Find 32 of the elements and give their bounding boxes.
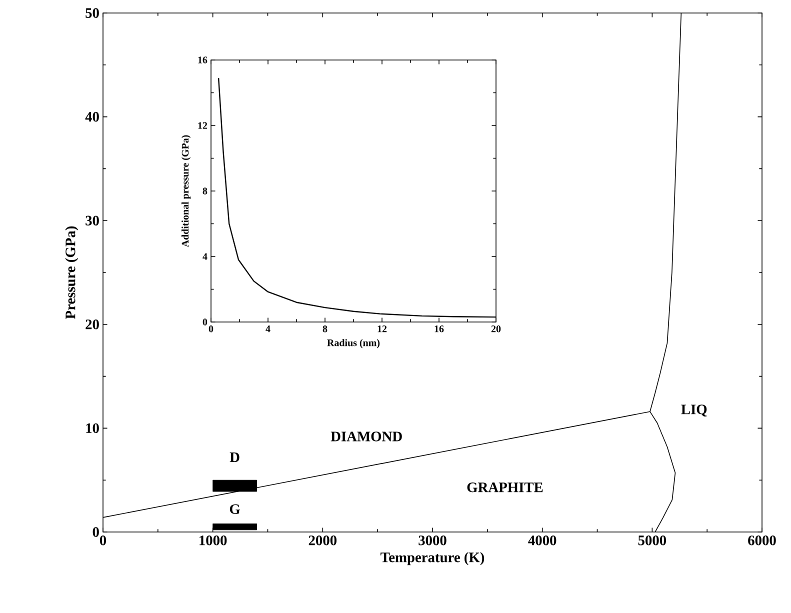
x-axis-title: Radius (nm)	[327, 339, 380, 348]
x-tick-label: 16	[434, 326, 444, 332]
x-tick-label: 0	[100, 536, 106, 546]
annotation: LIQ	[681, 404, 707, 416]
y-tick-label: 50	[86, 8, 99, 18]
x-tick-label: 1000	[200, 536, 227, 546]
annotation: GRAPHITE	[467, 482, 543, 492]
x-tick-label: 20	[491, 326, 501, 332]
x-tick-label: 0	[208, 326, 214, 332]
x-tick-label: 6000	[748, 536, 776, 546]
y-tick-label: 12	[198, 122, 208, 129]
annotation: G	[230, 504, 240, 514]
y-tick-label: 30	[86, 216, 99, 226]
x-tick-label: 2000	[308, 536, 337, 546]
y-axis-title: Additional pressure (GPa)	[182, 135, 191, 248]
x-tick-label: 3000	[418, 536, 446, 546]
y-tick-label: 8	[202, 188, 208, 194]
y-tick-label: 40	[85, 112, 99, 122]
annotation: DIAMOND	[330, 432, 402, 442]
y-tick-label: 0	[202, 318, 208, 326]
y-tick-label: 10	[86, 423, 99, 434]
y-tick-label: 16	[198, 56, 208, 64]
x-tick-label: 8	[322, 326, 328, 332]
x-tick-label: 5000	[638, 536, 666, 546]
x-axis-title: Temperature (K)	[380, 552, 484, 566]
x-tick-label: 12	[378, 326, 387, 332]
y-tick-label: 0	[92, 527, 99, 537]
annotation: D	[230, 452, 240, 462]
x-tick-label: 4	[266, 326, 270, 332]
y-tick-label: 4	[202, 253, 208, 260]
x-tick-label: 4000	[528, 536, 556, 546]
y-axis-title: Pressure (GPa)	[65, 226, 78, 319]
